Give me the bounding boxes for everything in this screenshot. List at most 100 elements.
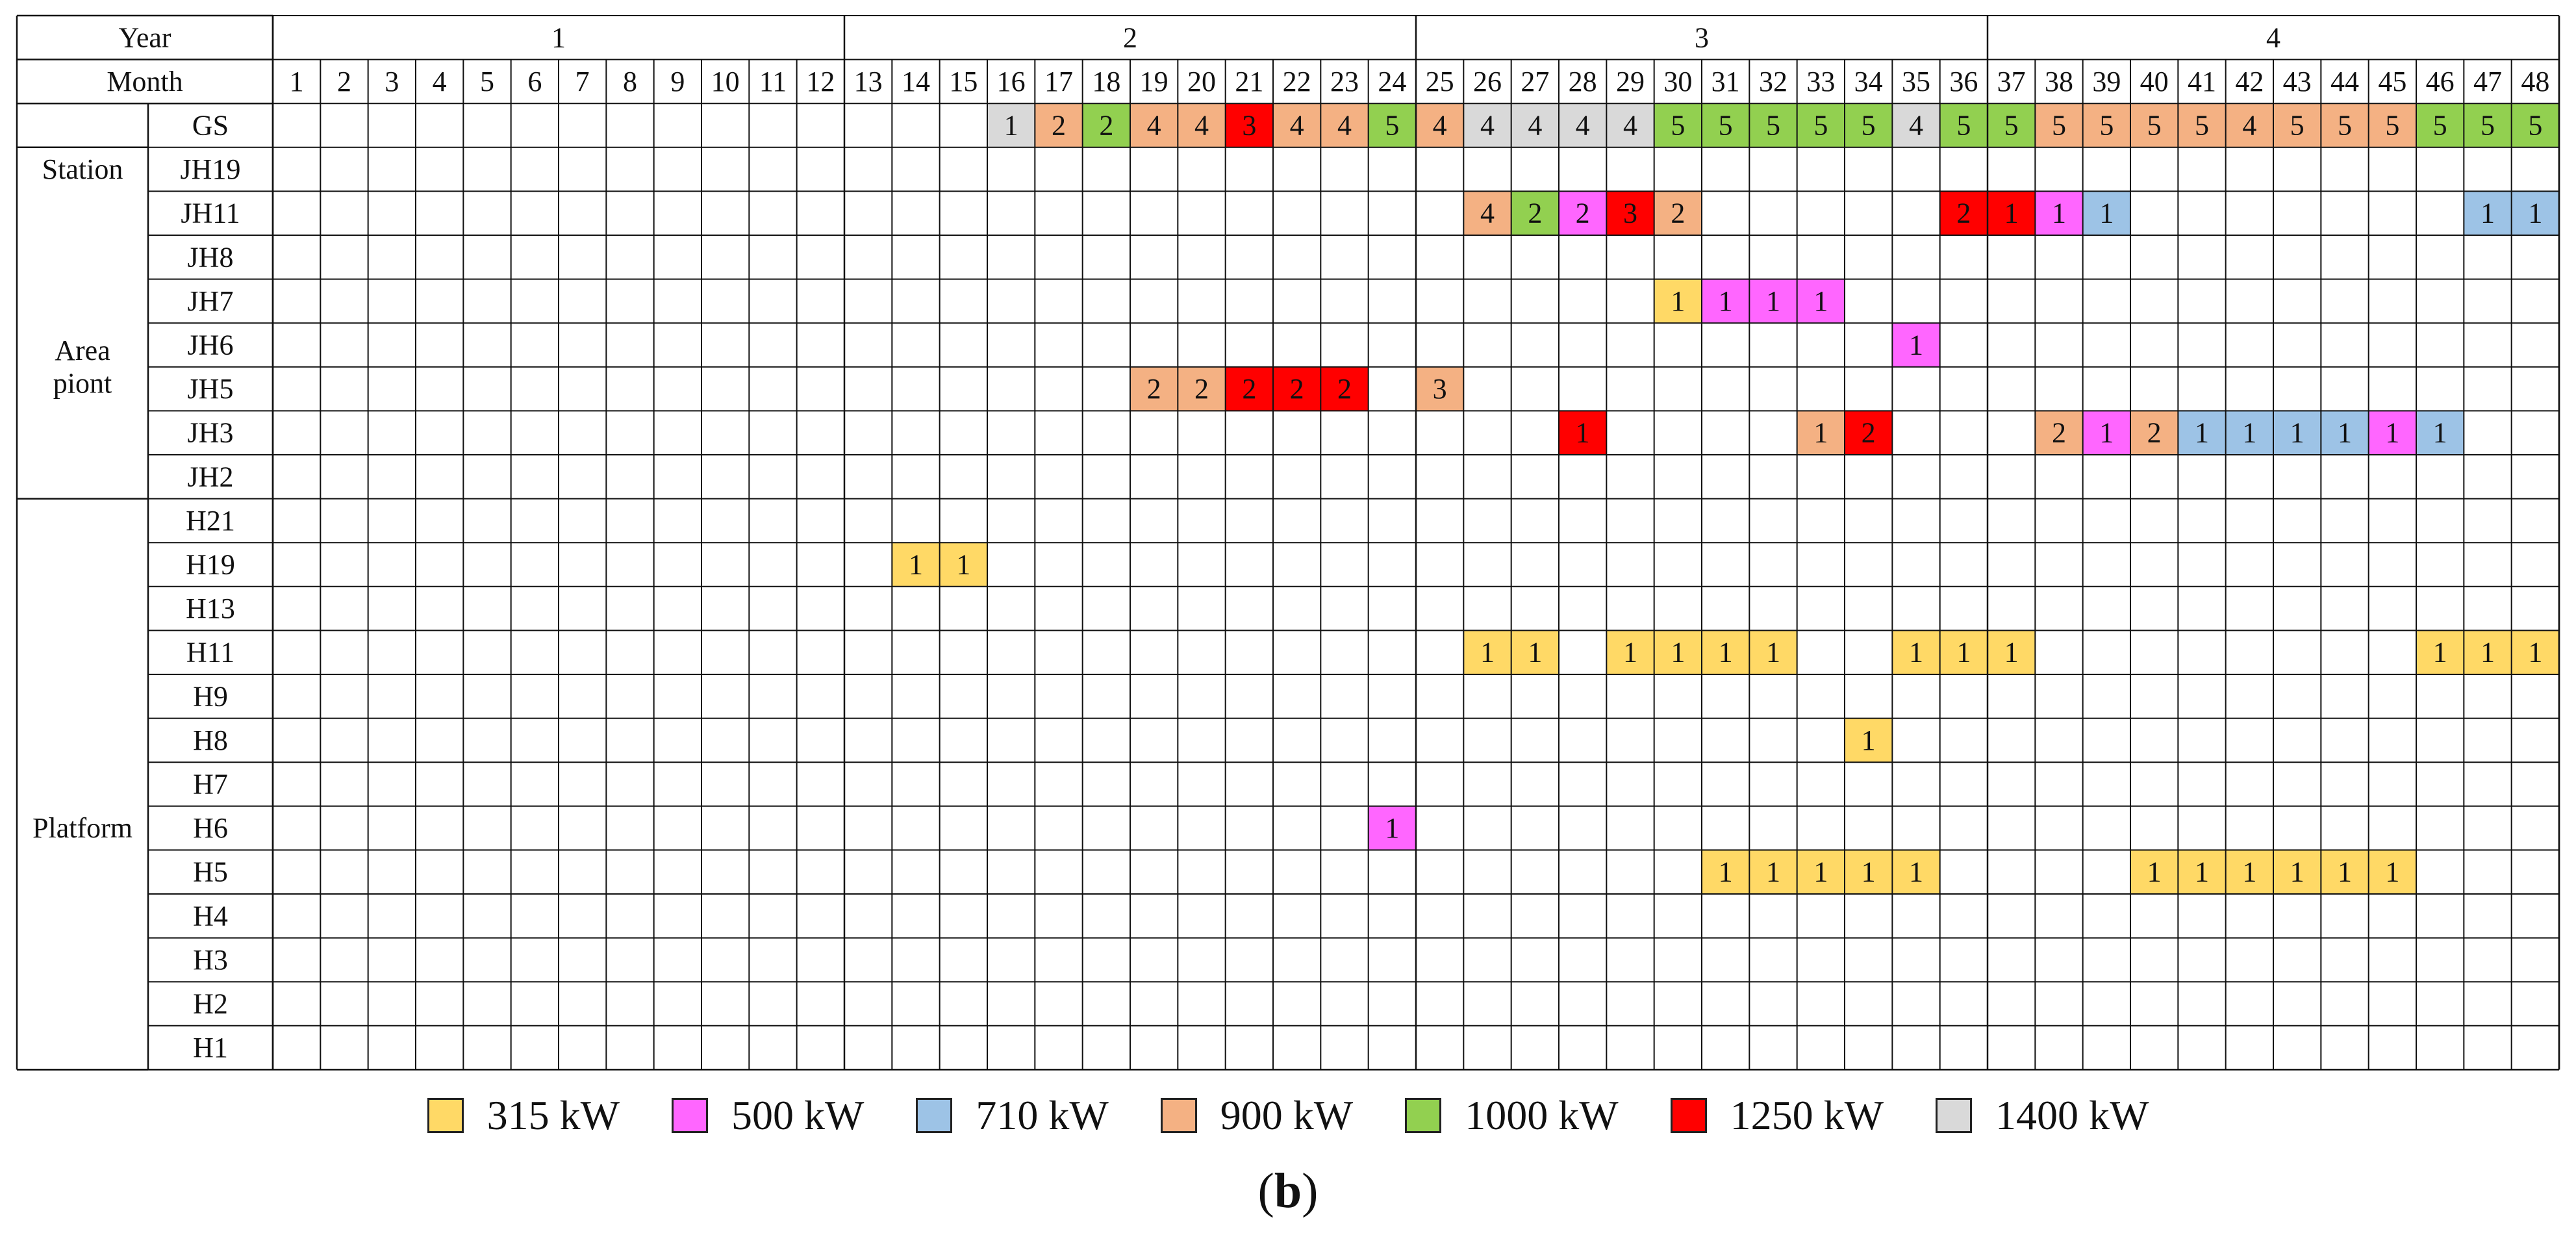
month-label-28: 28 [1569, 66, 1597, 97]
cell-value-GS-m31: 5 [1719, 110, 1733, 142]
cell-value-GS-m42: 4 [2242, 110, 2256, 142]
cell-value-JH3-m43: 1 [2290, 417, 2305, 449]
cell-value-GS-m46: 5 [2433, 110, 2447, 142]
cell-GS-m26 [1463, 103, 1511, 147]
cell-JH3-m43 [2273, 411, 2321, 455]
cell-GS-m31 [1702, 103, 1750, 147]
cell-value-H11-m37: 1 [2004, 637, 2019, 669]
cell-JH11-m39 [2082, 191, 2130, 235]
cell-H5-m45 [2368, 850, 2416, 894]
row-label-h4: H4 [193, 900, 228, 932]
cell-JH3-m45 [2368, 411, 2416, 455]
cell-value-H11-m29: 1 [1623, 637, 1637, 669]
cell-JH7-m32 [1749, 279, 1797, 324]
cell-H11-m47 [2464, 630, 2512, 674]
month-label-45: 45 [2378, 66, 2406, 97]
cell-value-JH3-m46: 1 [2433, 417, 2447, 449]
cell-GS-m23 [1320, 103, 1369, 147]
month-label-21: 21 [1235, 66, 1263, 97]
cell-value-H5-m32: 1 [1766, 856, 1780, 888]
cell-H5-m34 [1845, 850, 1893, 894]
month-label-22: 22 [1283, 66, 1311, 97]
cell-H5-m40 [2130, 850, 2178, 894]
cell-value-H11-m46: 1 [2433, 637, 2447, 669]
month-label-41: 41 [2188, 66, 2216, 97]
cell-GS-m29 [1606, 103, 1654, 147]
cell-value-GS-m44: 5 [2338, 110, 2352, 142]
cell-value-JH11-m47: 1 [2481, 198, 2495, 229]
cell-JH11-m37 [1988, 191, 2036, 235]
month-label-17: 17 [1044, 66, 1073, 97]
legend-item-900kw: 900 kW [1160, 1091, 1353, 1140]
cell-value-H11-m31: 1 [1719, 637, 1733, 669]
cell-GS-m16 [987, 103, 1035, 147]
cell-value-GS-m35: 4 [1909, 110, 1923, 142]
cell-value-H19-m14: 1 [909, 549, 923, 581]
month-label-12: 12 [806, 66, 835, 97]
row-label-jh8: JH8 [188, 241, 234, 273]
cell-JH7-m31 [1702, 279, 1750, 324]
month-label-38: 38 [2045, 66, 2073, 97]
cell-GS-m32 [1749, 103, 1797, 147]
cell-JH11-m38 [2035, 191, 2083, 235]
cell-JH5-m22 [1273, 366, 1321, 411]
cell-value-JH3-m41: 1 [2195, 417, 2209, 449]
row-label-gs: GS [192, 110, 229, 142]
cell-value-JH6-m35: 1 [1909, 329, 1923, 361]
cell-value-JH7-m32: 1 [1766, 285, 1780, 317]
cell-value-H5-m33: 1 [1813, 856, 1828, 888]
cell-JH11-m48 [2511, 191, 2559, 235]
cell-H11-m30 [1654, 630, 1702, 674]
cell-JH3-m28 [1559, 411, 1607, 455]
cell-value-H5-m43: 1 [2290, 856, 2305, 888]
cell-value-JH3-m40: 2 [2147, 417, 2162, 449]
cell-value-JH3-m28: 1 [1576, 417, 1590, 449]
cell-value-JH3-m38: 2 [2052, 417, 2066, 449]
cell-JH3-m42 [2225, 411, 2273, 455]
group-label-station: Station [42, 153, 123, 185]
cell-value-H5-m44: 1 [2338, 856, 2352, 888]
cell-value-H11-m26: 1 [1480, 637, 1495, 669]
legend-label-1250kw: 1250 kW [1730, 1092, 1884, 1138]
cell-H11-m37 [1988, 630, 2036, 674]
cell-value-GS-m45: 5 [2385, 110, 2399, 142]
month-label-18: 18 [1092, 66, 1120, 97]
cell-value-GS-m43: 5 [2290, 110, 2305, 142]
cell-JH11-m29 [1606, 191, 1654, 235]
cell-GS-m48 [2511, 103, 2559, 147]
row-label-h9: H9 [193, 680, 228, 712]
cell-GS-m27 [1511, 103, 1559, 147]
cell-JH11-m47 [2464, 191, 2512, 235]
cell-value-JH11-m48: 1 [2528, 198, 2542, 229]
cell-GS-m20 [1178, 103, 1226, 147]
cell-value-GS-m18: 2 [1099, 110, 1113, 142]
caption-open: ( [1257, 1164, 1274, 1218]
row-label-h8: H8 [193, 724, 228, 756]
cell-value-GS-m29: 4 [1623, 110, 1637, 142]
cell-value-H11-m27: 1 [1528, 637, 1542, 669]
month-label-34: 34 [1854, 66, 1883, 97]
month-label-25: 25 [1426, 66, 1454, 97]
cell-value-JH11-m38: 1 [2052, 198, 2066, 229]
cell-JH3-m44 [2321, 411, 2369, 455]
cell-H5-m43 [2273, 850, 2321, 894]
cell-value-JH3-m34: 2 [1862, 417, 1876, 449]
month-label-47: 47 [2473, 66, 2502, 97]
cell-value-JH3-m42: 1 [2242, 417, 2256, 449]
month-label-26: 26 [1473, 66, 1502, 97]
month-label-4: 4 [433, 66, 447, 97]
cell-value-GS-m17: 2 [1052, 110, 1066, 142]
month-label-43: 43 [2283, 66, 2312, 97]
month-label-44: 44 [2330, 66, 2359, 97]
cell-value-GS-m47: 5 [2481, 110, 2495, 142]
cell-H11-m35 [1892, 630, 1940, 674]
cell-value-GS-m23: 4 [1337, 110, 1352, 142]
month-label-16: 16 [997, 66, 1026, 97]
cell-value-JH5-m25: 3 [1433, 373, 1447, 405]
cell-value-H11-m47: 1 [2481, 637, 2495, 669]
cell-value-H5-m40: 1 [2147, 856, 2162, 888]
cell-value-GS-m33: 5 [1813, 110, 1828, 142]
cell-H5-m42 [2225, 850, 2273, 894]
cell-H8-m34 [1845, 718, 1893, 763]
